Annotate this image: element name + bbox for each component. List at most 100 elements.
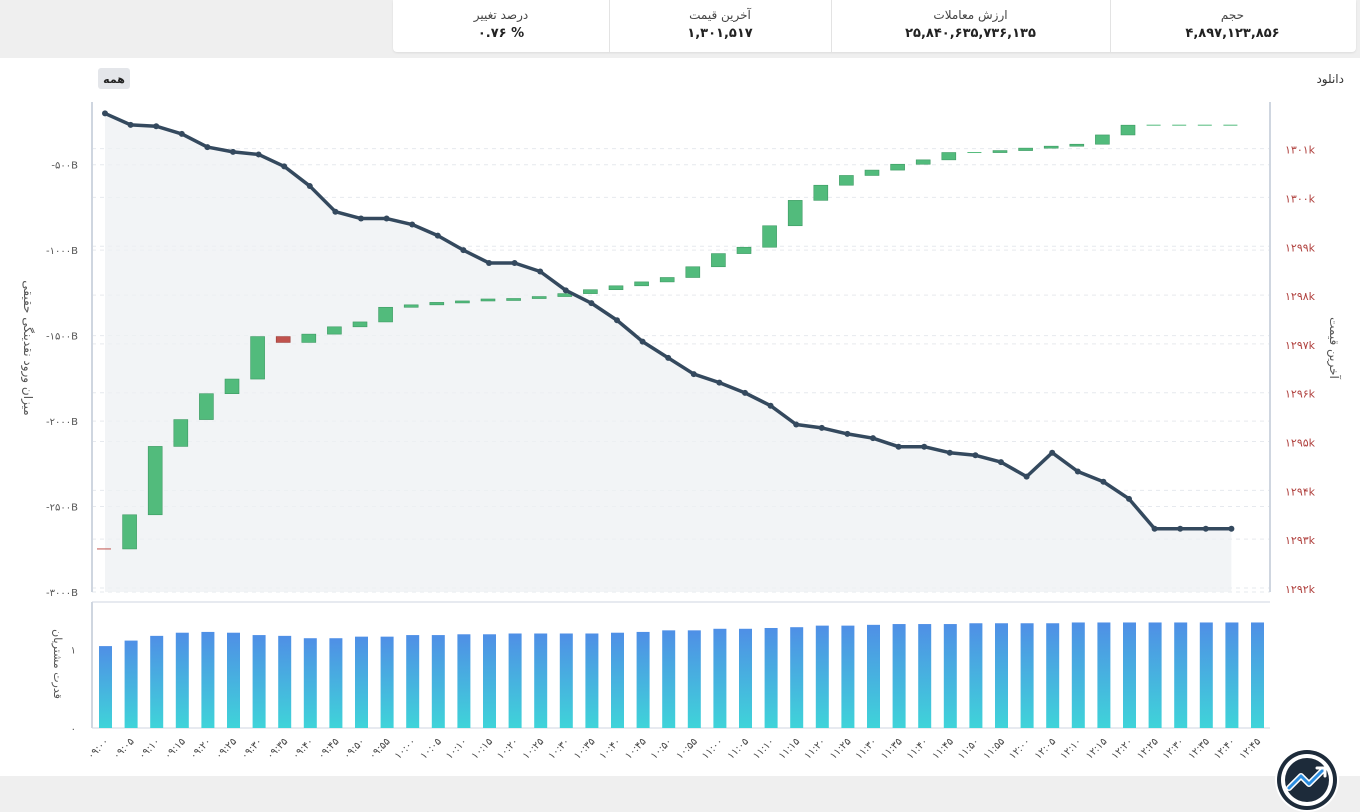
stat-value: ۴,۸۹۷,۱۲۳,۸۵۶ bbox=[1185, 26, 1280, 41]
buyer-power-bar bbox=[815, 625, 829, 728]
flow-tick-label: -۱۰۰۰B bbox=[46, 246, 78, 257]
stat-label: آخرین قیمت bbox=[689, 8, 751, 22]
money-flow-series bbox=[102, 110, 1235, 532]
chart-panel: دانلود ۱۲۹۲k ۱۲۹۳k ۱۲۹۴k ۱۲۹۵k ۱۲۹۶k ۱۲۹۷k ۱۲۹… bbox=[0, 58, 1360, 812]
money-flow-point bbox=[1177, 525, 1184, 532]
buyer-power-bar bbox=[790, 627, 804, 728]
price-candle bbox=[1043, 145, 1059, 149]
money-flow-point bbox=[665, 354, 672, 361]
money-flow-point bbox=[255, 151, 262, 158]
price-candle bbox=[813, 184, 829, 201]
filter-button[interactable]: همه bbox=[98, 68, 130, 89]
buyer-power-bar bbox=[124, 640, 138, 728]
buyer-power-bar bbox=[534, 633, 548, 728]
time-tick-label: ۱۱:۲۵ bbox=[828, 736, 853, 761]
money-flow-point bbox=[409, 221, 416, 228]
buyer-power-bar bbox=[406, 635, 420, 728]
money-flow-point bbox=[588, 300, 595, 307]
bar-tick-label: ۰ bbox=[71, 724, 76, 735]
time-tick-label: ۱۱:۵۰ bbox=[956, 736, 981, 761]
money-flow-point bbox=[332, 208, 339, 215]
price-candle bbox=[301, 333, 317, 343]
download-button[interactable]: دانلود bbox=[1316, 72, 1344, 86]
buyer-power-bar bbox=[918, 624, 932, 728]
money-flow-point bbox=[870, 435, 876, 442]
money-flow-point bbox=[1049, 449, 1056, 456]
price-candle bbox=[711, 253, 726, 268]
time-tick-label: ۰۹:۳۵ bbox=[265, 736, 290, 761]
time-tick-label: ۰۹:۴۰ bbox=[291, 736, 316, 761]
stat-volume: حجم ۴,۸۹۷,۱۲۳,۸۵۶ bbox=[1110, 0, 1355, 52]
buyer-power-bar bbox=[483, 634, 496, 728]
stat-label: حجم bbox=[1220, 8, 1245, 22]
time-tick-label: ۱۲:۳۰ bbox=[1161, 736, 1186, 761]
price-candle bbox=[915, 159, 931, 165]
stat-change-percent: درصد تغییر ۰.۷۶ % bbox=[393, 0, 610, 52]
price-candle bbox=[839, 175, 854, 186]
time-tick-label: ۱۱:۰۰ bbox=[700, 736, 725, 761]
time-tick-label: ۱۲:۲۰ bbox=[1110, 736, 1135, 761]
price-candle bbox=[275, 336, 291, 343]
flow-axis-title: میزان ورود نقدینگی حقیقی bbox=[20, 280, 35, 415]
time-tick-label: ۱۲:۰۵ bbox=[1033, 736, 1058, 761]
buyer-power-bar bbox=[201, 631, 215, 728]
money-flow-point bbox=[998, 459, 1004, 466]
buyer-power-bar bbox=[150, 635, 164, 728]
buyer-power-bar bbox=[508, 633, 522, 728]
time-tick-label: ۰۹:۵۵ bbox=[367, 736, 392, 761]
time-tick-label: ۱۲:۳۵ bbox=[1187, 736, 1212, 761]
flow-tick-label: -۳۰۰۰B bbox=[46, 588, 78, 599]
money-flow-point bbox=[511, 259, 518, 266]
brand-logo-icon[interactable] bbox=[1275, 748, 1339, 812]
buyer-power-bar bbox=[764, 627, 778, 728]
price-candle bbox=[531, 296, 547, 299]
buyer-power-bar bbox=[1020, 623, 1034, 728]
price-candle bbox=[992, 150, 1008, 153]
flow-tick-label: -۲۵۰۰B bbox=[46, 503, 78, 514]
price-candle bbox=[1069, 143, 1085, 147]
buyer-power-bar bbox=[227, 632, 240, 728]
money-flow-point bbox=[460, 247, 467, 254]
price-candle bbox=[327, 326, 342, 335]
price-candle bbox=[173, 419, 189, 447]
time-tick-label: ۰۹:۲۵ bbox=[214, 736, 239, 761]
money-flow-point bbox=[102, 110, 108, 117]
buyer-power-bar bbox=[841, 625, 855, 728]
stat-label: ارزش معاملات bbox=[933, 8, 1008, 22]
time-tick-label: ۰۹:۱۵ bbox=[163, 736, 188, 761]
money-flow-point bbox=[818, 424, 825, 431]
buyer-power-bar bbox=[278, 635, 292, 728]
bar-tick-label: ۱ bbox=[71, 645, 76, 656]
money-flow-point bbox=[1151, 525, 1158, 532]
money-flow-point bbox=[614, 317, 620, 324]
price-candles bbox=[97, 124, 1238, 550]
price-tick-label: ۱۲۹۷k bbox=[1285, 339, 1316, 352]
money-flow-point bbox=[434, 232, 441, 239]
buyer-power-bar bbox=[1199, 622, 1213, 728]
stat-label: درصد تغییر bbox=[473, 8, 529, 22]
price-tick-label: ۱۲۹۲k bbox=[1285, 583, 1316, 596]
money-flow-point bbox=[562, 287, 569, 294]
money-flow-point bbox=[178, 130, 185, 137]
time-tick-label: ۱۲:۲۵ bbox=[1135, 736, 1160, 761]
buyer-power-bar bbox=[969, 623, 983, 728]
buyer-power-bar bbox=[1046, 623, 1060, 728]
price-candle bbox=[890, 163, 905, 171]
buyer-power-bar bbox=[1174, 622, 1188, 728]
time-tick-label: ۱۱:۵۵ bbox=[982, 736, 1007, 761]
time-tick-label: ۱۰:۴۰ bbox=[598, 736, 623, 761]
time-tick-label: ۰۹:۴۵ bbox=[316, 736, 341, 761]
time-tick-label: ۱۲:۱۰ bbox=[1059, 736, 1084, 761]
flow-tick-label: -۲۰۰۰B bbox=[46, 417, 78, 428]
money-flow-point bbox=[1100, 478, 1107, 485]
filter-button-label[interactable]: همه bbox=[103, 73, 125, 86]
time-tick-label: ۱۱:۱۵ bbox=[777, 736, 802, 761]
time-tick-label: ۰۹:۰۰ bbox=[86, 736, 111, 761]
money-flow-point bbox=[639, 338, 646, 345]
price-tick-label: ۱۲۹۸k bbox=[1285, 290, 1316, 303]
price-candle bbox=[122, 514, 137, 550]
price-tick-label: ۱۳۰۰k bbox=[1285, 192, 1316, 205]
price-candle bbox=[736, 246, 752, 254]
buyer-power-bar bbox=[431, 635, 445, 728]
price-candle bbox=[378, 306, 393, 323]
